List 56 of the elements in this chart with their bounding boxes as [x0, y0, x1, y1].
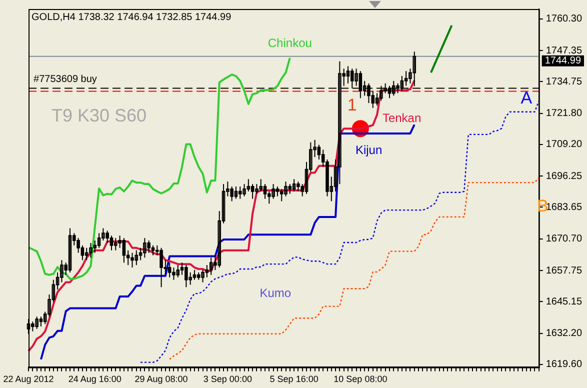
candlestick: [259, 178, 263, 192]
candlestick: [255, 184, 258, 194]
ref-line-label: #7753609 buy: [34, 74, 97, 86]
y-tick-label: 1747.35: [546, 45, 582, 56]
candlestick: [234, 186, 238, 200]
annotation: T9 K30 S60: [51, 105, 147, 126]
series-label: Tenkan: [382, 110, 422, 125]
candlestick: [134, 250, 138, 266]
candlestick: [375, 92, 379, 106]
chart-title: GOLD,H4 1738.32 1746.94 1732.85 1744.99: [32, 12, 232, 23]
candlestick: [35, 316, 38, 330]
candlestick: [89, 242, 92, 258]
y-tick-label: 1709.20: [546, 139, 582, 150]
annotation: 1: [347, 95, 357, 114]
x-tick-label: 22 Aug 2012: [3, 374, 54, 384]
candlestick: [346, 66, 350, 84]
candlestick: [176, 264, 180, 278]
candlestick: [242, 184, 246, 197]
ref-line-label: 1744.99: [544, 56, 582, 67]
candlestick: [404, 70, 408, 86]
x-tick-label: 5 Sep 16:00: [270, 374, 318, 384]
y-tick-label: 1632.20: [546, 328, 582, 340]
candlestick: [84, 247, 88, 261]
candlestick: [205, 264, 209, 278]
x-tick-label: 3 Sep 00:00: [203, 374, 252, 384]
y-tick-label: 1760.30: [546, 14, 582, 25]
y-tick-label: 1696.25: [546, 170, 582, 182]
candlestick: [209, 257, 213, 276]
candlestick: [292, 178, 296, 192]
candlestick: [68, 228, 72, 273]
line-series: [168, 177, 540, 360]
candlestick: [284, 181, 288, 197]
x-tick-label: 29 Aug 08:00: [134, 374, 188, 384]
series-label: Kijun: [355, 142, 382, 157]
candlestick: [97, 232, 101, 248]
y-tick-label: 1734.75: [546, 76, 582, 88]
candlestick: [93, 240, 97, 254]
candlestick: [143, 238, 146, 258]
series-label: A: [520, 88, 533, 108]
y-tick-label: 1721.80: [546, 108, 582, 120]
candlestick: [60, 260, 64, 283]
y-tick-label: 1670.70: [546, 234, 582, 245]
y-tick-label: 1645.15: [546, 296, 582, 308]
y-tick-label: 1657.75: [546, 265, 582, 276]
candlestick: [192, 269, 196, 280]
x-tick-label: 10 Sep 08:00: [334, 374, 388, 384]
y-tick-label: 1683.65: [546, 202, 582, 213]
y-tick-label: 1619.60: [546, 359, 582, 370]
candlestick: [246, 178, 250, 192]
series-label: Chinkou: [268, 36, 312, 50]
x-tick-label: 24 Aug 16:00: [68, 374, 122, 384]
candlestick: [272, 184, 275, 200]
annotation: Kumo: [260, 286, 292, 300]
candlestick: [114, 238, 118, 251]
candlestick: [412, 51, 416, 87]
candlestick: [201, 269, 204, 283]
